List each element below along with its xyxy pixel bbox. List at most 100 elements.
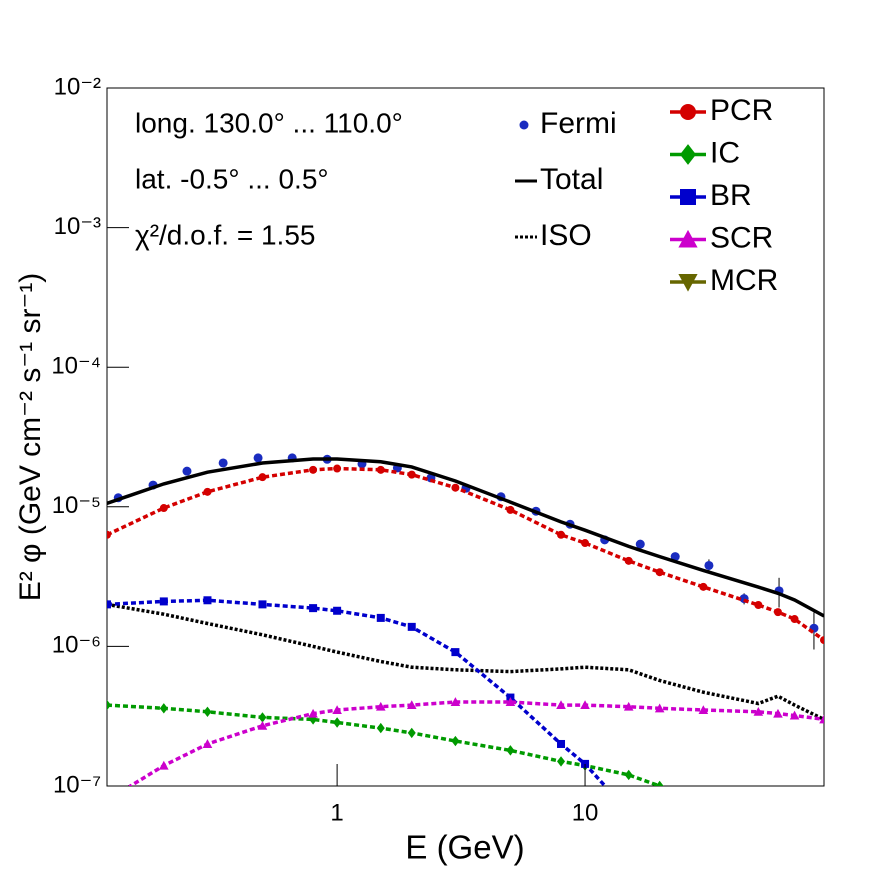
marker — [333, 606, 342, 615]
data-point — [253, 453, 263, 463]
marker — [773, 708, 783, 718]
plot-frame — [106, 87, 825, 787]
y-tick-label: 10⁻⁷ — [53, 771, 101, 798]
marker — [376, 465, 385, 474]
marker — [678, 229, 698, 248]
marker — [308, 708, 318, 718]
legend-label: ISO — [540, 219, 592, 252]
x-tick-label: 10 — [572, 799, 599, 826]
marker — [581, 759, 590, 768]
marker — [202, 739, 213, 748]
series-line — [107, 602, 824, 721]
marker — [159, 760, 169, 770]
marker — [557, 530, 566, 539]
series-line — [107, 457, 824, 618]
marker — [376, 722, 385, 734]
marker — [203, 706, 212, 718]
plot-area — [107, 453, 824, 786]
marker — [375, 701, 386, 711]
marker — [451, 483, 460, 492]
series-line — [107, 703, 661, 786]
marker — [309, 714, 318, 725]
x-axis-label: E (GeV) — [405, 829, 524, 866]
marker — [333, 717, 342, 728]
y-tick-label: 10⁻⁶ — [52, 632, 101, 659]
legend-label: BR — [710, 179, 752, 212]
legend-label: MCR — [710, 264, 778, 297]
marker — [790, 615, 799, 624]
marker — [680, 189, 696, 205]
marker — [789, 710, 800, 720]
marker — [159, 504, 168, 513]
marker — [107, 600, 111, 609]
marker — [505, 697, 516, 706]
marker — [451, 735, 460, 747]
marker — [107, 530, 111, 539]
marker — [407, 727, 416, 739]
marker — [819, 714, 824, 724]
marker — [556, 700, 566, 710]
legend-label: IC — [710, 136, 740, 169]
legend-label: Fermi — [540, 107, 617, 140]
marker — [624, 556, 633, 565]
marker — [257, 720, 268, 730]
marker — [258, 712, 267, 723]
y-tick-label: 10⁻⁵ — [52, 492, 101, 519]
y-tick-label: 10⁻³ — [54, 213, 101, 240]
marker — [376, 613, 385, 622]
marker — [753, 707, 764, 716]
data-point — [635, 539, 645, 549]
marker — [773, 608, 782, 617]
marker — [699, 582, 708, 591]
marker — [678, 274, 698, 292]
data-point — [218, 458, 228, 468]
x-tick-label: 1 — [330, 799, 343, 826]
marker — [258, 473, 267, 482]
legend-label: SCR — [710, 221, 773, 254]
series-line — [107, 598, 608, 786]
annotation: lat. -0.5° ... 0.5° — [135, 163, 329, 194]
data-point — [670, 552, 680, 562]
marker — [580, 700, 590, 710]
marker — [623, 701, 634, 711]
marker — [451, 648, 460, 657]
annotation: long. 130.0° ... 110.0° — [135, 107, 403, 138]
marker — [557, 756, 566, 767]
y-tick-label: 10⁻⁴ — [51, 353, 101, 380]
data-point — [182, 466, 192, 476]
marker — [754, 600, 763, 609]
data-point — [704, 560, 714, 570]
annotation: χ²/d.o.f. = 1.55 — [135, 219, 315, 250]
legend-label: Total — [540, 163, 603, 196]
y-tick-label: 10⁻² — [54, 73, 101, 100]
marker — [680, 144, 696, 165]
marker — [407, 470, 416, 479]
marker — [820, 636, 824, 645]
marker — [506, 745, 515, 756]
marker — [107, 699, 111, 711]
marker — [698, 705, 709, 715]
y-axis-label: E² φ (GeV cm⁻² s⁻¹ sr⁻¹) — [14, 273, 47, 602]
marker — [258, 600, 267, 609]
marker — [506, 505, 515, 514]
marker — [309, 465, 318, 474]
marker — [624, 769, 633, 781]
legend-marker — [519, 120, 529, 130]
marker — [309, 604, 318, 613]
marker — [159, 597, 168, 606]
legend-label: PCR — [710, 94, 773, 127]
marker — [203, 487, 212, 496]
marker — [557, 739, 566, 748]
marker — [680, 104, 696, 120]
marker — [581, 539, 590, 548]
marker — [655, 780, 664, 786]
marker — [654, 703, 665, 713]
marker — [332, 705, 342, 715]
marker — [203, 596, 212, 605]
marker — [655, 568, 664, 577]
marker — [333, 464, 342, 473]
marker — [159, 703, 168, 714]
marker — [406, 700, 417, 710]
